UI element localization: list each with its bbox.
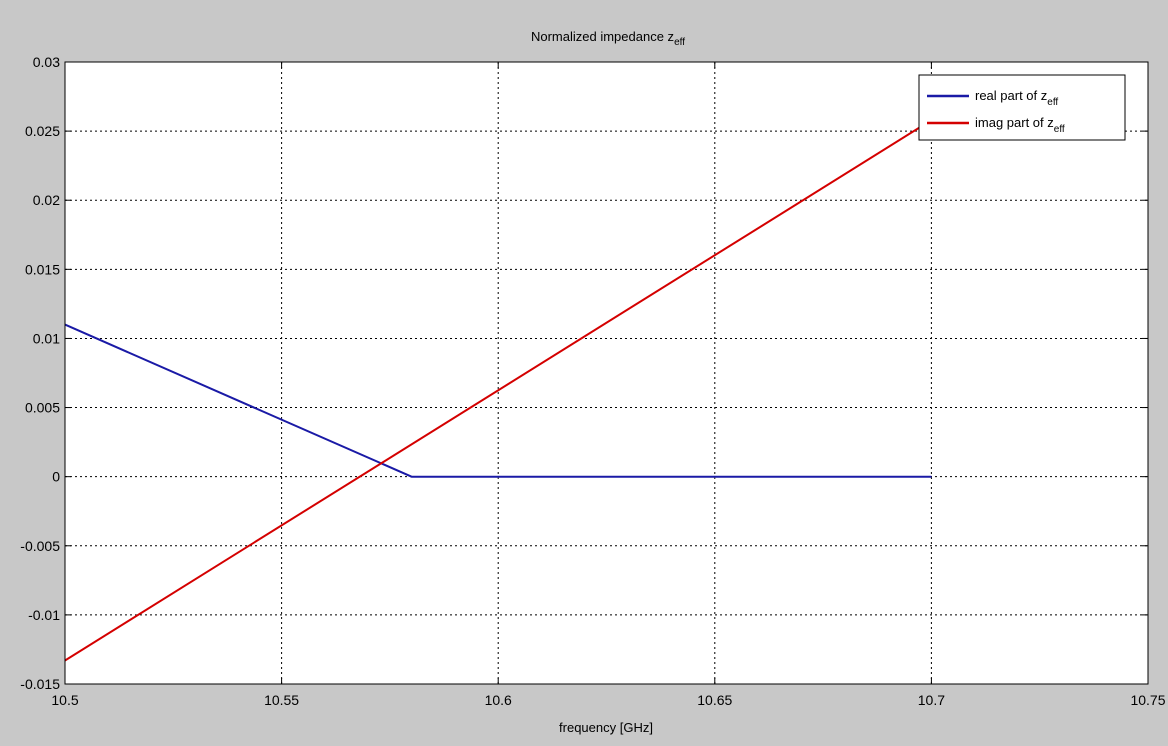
y-tick-label: -0.005 xyxy=(20,538,60,554)
legend-real-label: real part of zeff xyxy=(975,88,1058,108)
y-tick-label: -0.015 xyxy=(20,676,60,692)
x-tick-label: 10.75 xyxy=(1130,692,1165,708)
series-lines xyxy=(64,119,932,662)
series-line-imag xyxy=(64,119,932,662)
chart-title: Normalized impedance zeff xyxy=(531,29,685,48)
tick-labels: 10.5 10.55 10.6 10.65 10.7 10.75 -0.015 -0.01 -0… xyxy=(20,54,1165,708)
y-tick-label: 0 xyxy=(52,469,60,485)
x-tick-label: 10.6 xyxy=(485,692,512,708)
y-tick-label: 0.01 xyxy=(33,330,60,346)
y-tick-label: 0.03 xyxy=(33,54,60,70)
axes-background xyxy=(65,62,1148,684)
y-tick-label: -0.01 xyxy=(28,607,60,623)
axes-frame xyxy=(64,61,1149,685)
y-tick-label: 0.015 xyxy=(25,261,60,277)
x-tick-label: 10.5 xyxy=(51,692,78,708)
x-tick-label: 10.65 xyxy=(697,692,732,708)
legend: real part of zeff imag part of zeff xyxy=(918,74,1126,141)
series-line-real xyxy=(64,323,932,478)
y-tick-label: 0.02 xyxy=(33,192,60,208)
legend-imag-label: imag part of zeff xyxy=(975,115,1065,135)
x-tick-label: 10.7 xyxy=(918,692,945,708)
x-tick-label: 10.55 xyxy=(264,692,299,708)
legend-box xyxy=(918,74,1126,141)
x-axis-label: frequency [GHz] xyxy=(559,720,653,735)
y-tick-label: 0.025 xyxy=(25,123,60,139)
y-tick-label: 0.005 xyxy=(25,400,60,416)
